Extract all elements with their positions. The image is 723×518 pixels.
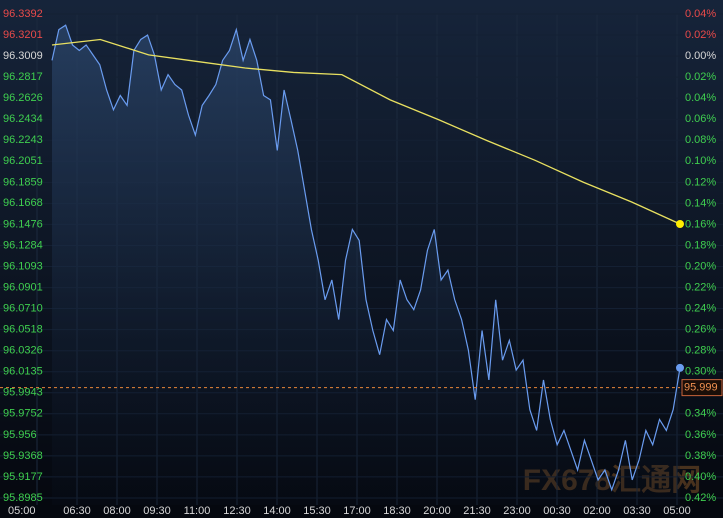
- y-tick-label: 96.2817: [3, 71, 43, 83]
- current-price-box: [681, 379, 723, 397]
- x-tick-label: 11:00: [184, 505, 211, 517]
- y2-tick-label: 0.02%: [685, 29, 716, 41]
- x-tick-label: 09:30: [143, 505, 171, 517]
- price-end-dot: [676, 363, 684, 372]
- y-tick-label: 96.3009: [3, 50, 43, 62]
- x-tick-label: 14:00: [263, 505, 291, 517]
- y2-tick-label: 0.02%: [685, 71, 716, 83]
- y2-tick-label: 0.10%: [685, 155, 716, 167]
- y2-tick-label: 0.06%: [685, 113, 716, 125]
- y2-tick-label: 0.16%: [685, 218, 716, 230]
- y-tick-label: 96.2626: [3, 92, 43, 104]
- y-tick-label: 95.9368: [3, 450, 43, 462]
- y-tick-label: 96.0135: [3, 366, 43, 378]
- average-line: [51, 38, 681, 225]
- average-end-dot: [676, 219, 684, 228]
- y-tick-label: 96.1668: [3, 197, 43, 209]
- y2-tick-label: 0.04%: [685, 92, 716, 104]
- y2-tick-label: 0.20%: [685, 260, 716, 272]
- y2-tick-label: 0.30%: [685, 366, 716, 378]
- y-tick-label: 95.956: [3, 429, 37, 441]
- x-tick-label: 12:30: [223, 505, 251, 517]
- y2-tick-label: 0.34%: [685, 408, 716, 420]
- x-tick-label: 17:00: [343, 505, 371, 517]
- y-tick-label: 95.8985: [3, 492, 43, 504]
- x-tick-label: 00:30: [543, 505, 571, 517]
- y-tick-label: 96.3392: [3, 8, 43, 20]
- x-tick-label: 18:30: [383, 505, 411, 517]
- price-area: [52, 25, 680, 505]
- y2-tick-label: 0.36%: [685, 429, 716, 441]
- y2-tick-label: 0.38%: [685, 450, 716, 462]
- x-tick-label: 05:00: [663, 505, 691, 517]
- y-tick-label: 95.9752: [3, 408, 43, 420]
- y2-tick-label: 0.24%: [685, 303, 716, 315]
- y-tick-label: 96.2051: [3, 155, 43, 167]
- y2-tick-label: 0.40%: [685, 471, 716, 483]
- y2-tick-label: 0.14%: [685, 197, 716, 209]
- y-tick-label: 96.0710: [3, 302, 43, 314]
- y-tick-label: 96.1859: [3, 176, 43, 188]
- y2-tick-label: 0.22%: [685, 281, 716, 293]
- y-tick-label: 96.1093: [3, 260, 43, 272]
- y2-tick-label: 0.04%: [685, 8, 716, 20]
- y-tick-label: 96.0326: [3, 345, 43, 357]
- y2-tick-label: 0.26%: [685, 324, 716, 336]
- y2-tick-label: 0.08%: [685, 134, 716, 146]
- x-tick-label: 23:00: [503, 505, 531, 517]
- current-price-label: 95.999: [684, 382, 718, 394]
- y-tick-label: 96.1476: [3, 218, 43, 230]
- x-tick-label: 06:30: [63, 505, 91, 517]
- x-tick-label: 15:30: [303, 505, 331, 517]
- y2-tick-label: 0.00%: [685, 50, 716, 62]
- y-tick-label: 95.9943: [3, 387, 43, 399]
- x-tick-label: 21:30: [463, 505, 491, 517]
- y-tick-label: 96.0901: [3, 281, 43, 293]
- x-tick-label: 08:00: [103, 505, 131, 517]
- x-tick-label: 20:00: [423, 505, 451, 517]
- y-tick-label: 96.0518: [3, 324, 43, 336]
- x-tick-label: 05:00: [8, 505, 36, 517]
- y-tick-label: 96.1284: [3, 239, 43, 251]
- y-tick-label: 96.2243: [3, 134, 43, 146]
- y2-tick-label: 0.28%: [685, 345, 716, 357]
- price-line: [51, 24, 681, 492]
- x-tick-label: 03:30: [623, 505, 651, 517]
- x-tick-label: 02:00: [583, 505, 611, 517]
- y2-tick-label: 0.12%: [685, 176, 716, 188]
- y-tick-label: 95.9177: [3, 471, 43, 483]
- y-tick-label: 96.2434: [3, 113, 43, 125]
- y2-tick-label: 0.18%: [685, 239, 716, 251]
- y-tick-label: 96.3201: [3, 29, 43, 41]
- y2-tick-label: 0.42%: [685, 492, 716, 504]
